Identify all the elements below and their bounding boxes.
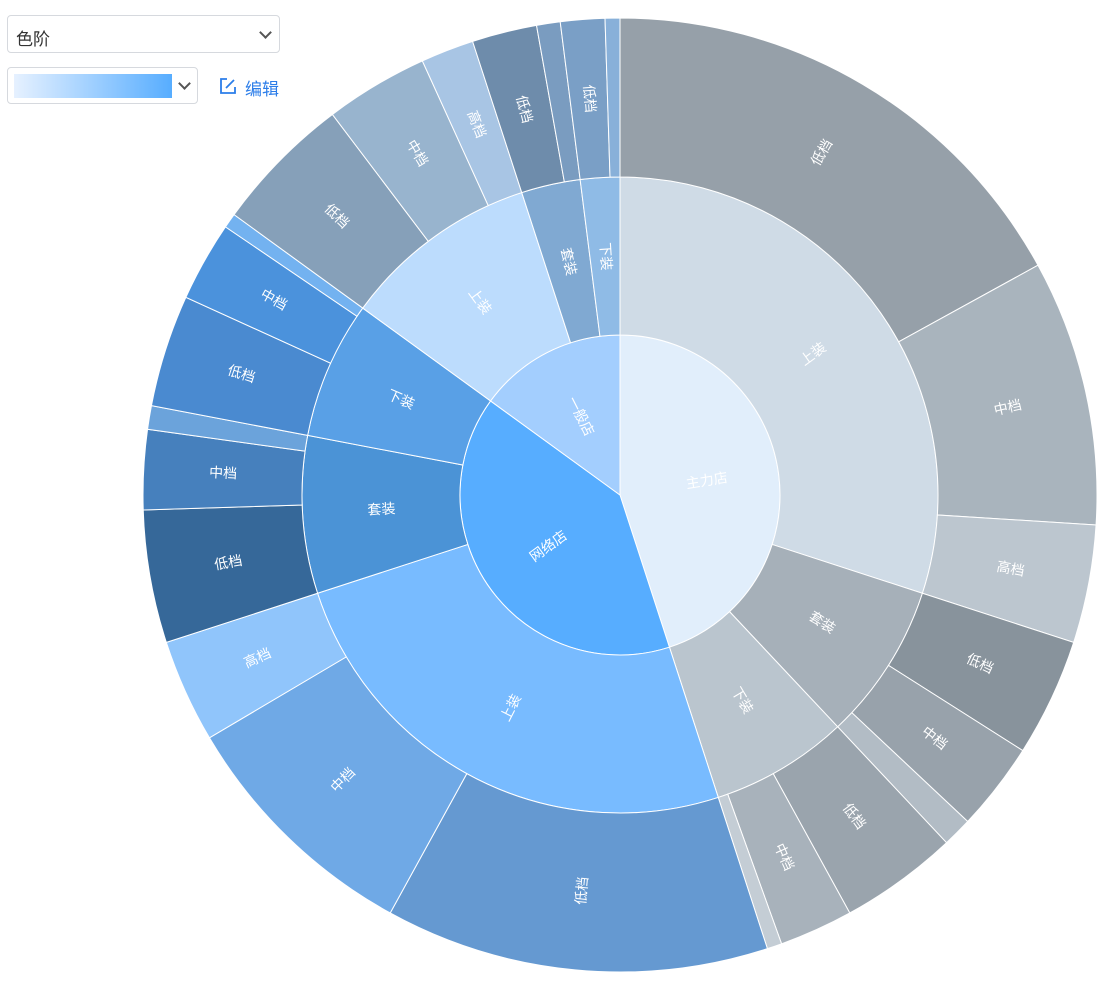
sunburst-label: 中档 [993,397,1024,419]
color-scale-select-value: 色阶 [16,30,50,49]
sunburst-label: 主力店 [685,470,729,492]
color-ramp-select[interactable] [7,67,198,104]
color-scale-select[interactable]: 色阶 [7,15,280,53]
sunburst-label: 下装 [596,242,614,271]
sunburst-label: 低档 [213,553,243,574]
sunburst-label: 低档 [580,84,598,113]
sunburst-label: 低档 [573,876,592,905]
sunburst-rings [142,17,1098,973]
sunburst-label: 套装 [557,246,579,277]
edit-icon [220,78,236,94]
color-ramp-preview [14,74,172,98]
sunburst-label: 高档 [995,558,1026,580]
sunburst-segment[interactable] [604,17,621,178]
sunburst-label: 中档 [209,465,238,482]
edit-label: 编辑 [245,80,279,99]
sunburst-segment[interactable] [619,17,1039,343]
sunburst-label: 低档 [512,94,534,125]
sunburst-label: 套装 [367,501,396,519]
